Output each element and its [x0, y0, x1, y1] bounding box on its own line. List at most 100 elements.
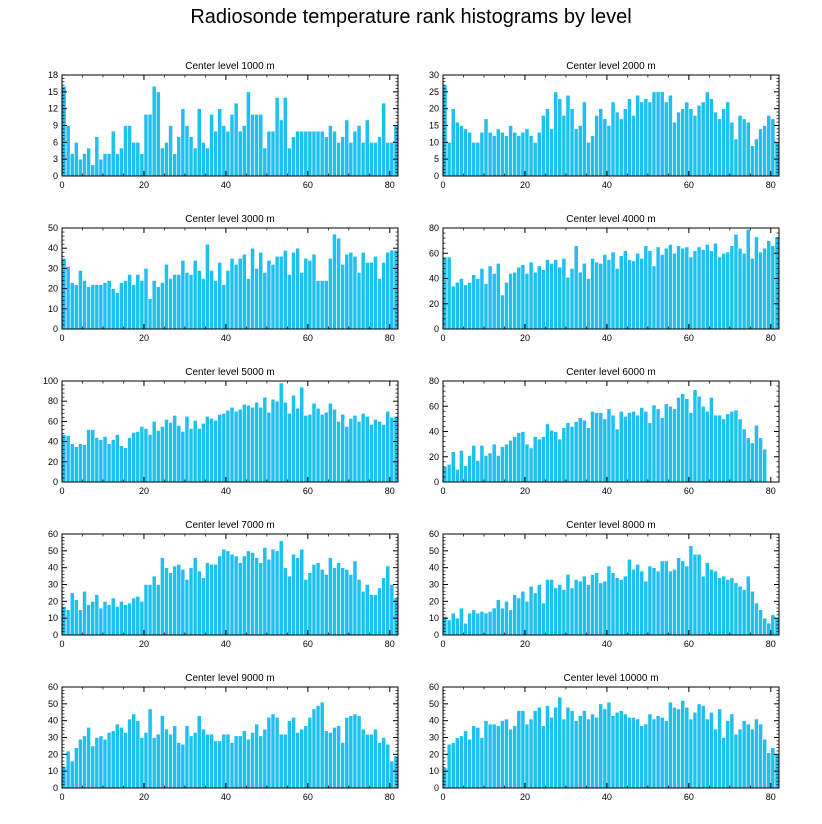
- histogram-bar: [741, 720, 747, 789]
- histogram-bar: [278, 255, 284, 330]
- histogram-bar: [586, 278, 591, 330]
- x-tick-label: 0: [59, 333, 64, 343]
- histogram-bar: [545, 579, 550, 636]
- histogram-bar: [369, 733, 374, 789]
- x-tick-label: 40: [602, 792, 612, 802]
- y-tick-label: 50: [429, 546, 439, 556]
- histogram-bar: [176, 136, 182, 177]
- x-tick-label: 0: [440, 180, 445, 190]
- histogram-bar: [61, 606, 67, 636]
- histogram-bar: [168, 422, 173, 483]
- histogram-panel-4: Center level 4000 m 0 20 40 60 80 0 20 40 60 80: [429, 214, 780, 343]
- histogram-bar: [491, 135, 497, 177]
- histogram-bar: [737, 728, 743, 789]
- histogram-bar: [119, 445, 124, 483]
- histogram-bar: [229, 113, 235, 177]
- plot-frame: [61, 380, 399, 483]
- histogram-bar: [573, 128, 579, 177]
- histogram-bar: [721, 575, 727, 636]
- histogram-bar: [631, 115, 636, 177]
- histogram-bar: [385, 743, 391, 789]
- histogram-bar: [528, 261, 534, 330]
- histogram-bar: [164, 142, 169, 177]
- histogram-bar: [192, 260, 198, 330]
- y-tick-label: 5: [434, 154, 439, 164]
- x-tick-label: 0: [59, 639, 64, 649]
- histogram-bar: [561, 589, 567, 636]
- histogram-bar: [643, 245, 649, 330]
- y-tick-label: 60: [429, 682, 439, 692]
- histogram-bar: [270, 264, 276, 330]
- histogram-bar: [250, 113, 255, 177]
- histogram-bar: [512, 131, 518, 177]
- histogram-bar: [577, 125, 583, 177]
- histogram-bar: [520, 710, 526, 789]
- histogram-bar: [114, 153, 120, 177]
- histogram-bar: [709, 250, 714, 330]
- y-tick-label: 60: [48, 682, 58, 692]
- histogram-bar: [114, 434, 120, 483]
- histogram-bar: [487, 723, 493, 789]
- histogram-bar: [311, 563, 317, 636]
- histogram-bar: [352, 130, 358, 177]
- histogram-bar: [233, 555, 239, 636]
- histogram-bar: [172, 565, 178, 636]
- histogram-bar: [336, 725, 341, 789]
- histogram-bar: [598, 412, 604, 483]
- histogram-bar: [688, 545, 694, 636]
- y-tick-label: 0: [53, 783, 58, 793]
- histogram-bar: [528, 718, 534, 789]
- histogram-bar: [143, 113, 149, 177]
- y-tick-label: 0: [434, 171, 439, 181]
- histogram-bar: [483, 283, 489, 330]
- histogram-bar: [450, 285, 456, 330]
- histogram-bar: [471, 445, 477, 483]
- histogram-bar: [639, 257, 645, 330]
- histogram-bar: [700, 405, 706, 483]
- histogram-bar: [639, 407, 645, 483]
- histogram-bar: [86, 727, 91, 789]
- y-tick-label: 20: [48, 749, 58, 759]
- x-tick-label: 80: [385, 180, 395, 190]
- histogram-bar: [639, 101, 645, 177]
- histogram-bar: [717, 414, 722, 483]
- y-tick-label: 30: [429, 733, 439, 743]
- histogram-bar: [504, 135, 509, 177]
- histogram-bar: [442, 466, 448, 483]
- histogram-bar: [323, 730, 329, 789]
- histogram-bar: [598, 263, 604, 330]
- histogram-bar: [196, 570, 202, 636]
- y-tick-label: 10: [48, 766, 58, 776]
- histogram-bar: [229, 257, 235, 330]
- histogram-bar: [721, 252, 727, 330]
- histogram-bar: [627, 716, 632, 789]
- y-tick-label: 50: [48, 223, 58, 233]
- histogram-bar: [500, 294, 505, 330]
- histogram-bar: [750, 442, 755, 483]
- histogram-bar: [450, 108, 456, 177]
- histogram-bar: [188, 428, 194, 483]
- histogram-bar: [123, 280, 128, 330]
- histogram-bar: [745, 575, 751, 636]
- histogram-bar: [696, 553, 702, 636]
- histogram-bar: [680, 700, 686, 789]
- histogram-bar: [65, 750, 71, 789]
- histogram-bar: [561, 115, 567, 177]
- histogram-bar: [454, 617, 460, 636]
- histogram-bar: [766, 622, 772, 636]
- x-tick-label: 40: [221, 180, 231, 190]
- histogram-bar: [454, 737, 460, 789]
- histogram-bar: [676, 708, 681, 789]
- histogram-bar: [565, 276, 571, 330]
- x-tick-label: 20: [139, 333, 149, 343]
- histogram-bar: [262, 272, 268, 330]
- histogram-bar: [192, 147, 198, 177]
- histogram-bar: [745, 121, 751, 177]
- x-tick-label: 40: [221, 486, 231, 496]
- y-tick-label: 50: [48, 699, 58, 709]
- y-tick-label: 18: [48, 70, 58, 80]
- histogram-bar: [561, 718, 567, 789]
- histogram-bar: [65, 266, 71, 330]
- histogram-bar: [770, 747, 776, 789]
- histogram-bar: [213, 740, 219, 789]
